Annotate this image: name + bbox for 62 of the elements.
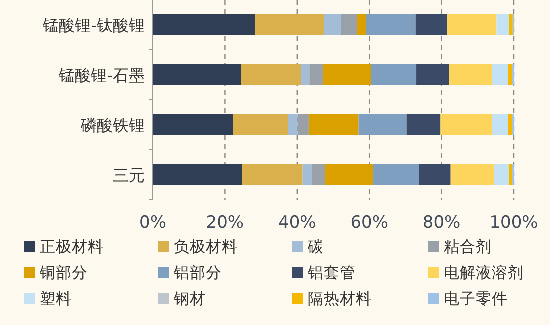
bar — [508, 164, 513, 186]
bar — [323, 64, 372, 86]
bar — [366, 14, 416, 36]
legend-label: 碳 — [307, 238, 324, 256]
x-tick-label: 20% — [206, 213, 244, 233]
bar — [302, 164, 312, 186]
bar — [288, 114, 298, 136]
legend-label: 塑料 — [40, 290, 72, 308]
bar — [153, 164, 243, 186]
legend-label: 电子零件 — [444, 290, 508, 308]
legend-label: 铝部分 — [173, 264, 222, 282]
bar — [406, 114, 441, 136]
bar — [153, 64, 242, 86]
bar — [509, 14, 513, 36]
legend-label: 粘合剂 — [444, 238, 492, 256]
legend-label: 电解液溶剂 — [444, 264, 524, 282]
legend-label: 钢材 — [173, 290, 206, 308]
bar — [440, 114, 492, 136]
legend-label: 铝套管 — [307, 264, 356, 282]
bar — [256, 14, 324, 36]
x-tick-label: 60% — [350, 213, 388, 233]
bar — [241, 64, 302, 86]
bar — [416, 64, 450, 86]
legend-label: 正极材料 — [40, 238, 104, 256]
y-tick-label: 三元 — [113, 166, 145, 185]
legend-label: 隔热材料 — [308, 290, 372, 308]
bar — [341, 14, 358, 36]
bar — [312, 164, 326, 186]
x-tick-label: 100% — [490, 213, 538, 233]
bar — [508, 114, 513, 136]
bar — [496, 14, 510, 36]
bar — [373, 164, 420, 186]
bar — [450, 164, 494, 186]
bar — [492, 64, 508, 86]
y-tick-label: 磷酸铁锂 — [80, 116, 145, 135]
bar — [371, 64, 417, 86]
bar — [419, 164, 451, 186]
bar — [357, 14, 366, 36]
bar — [448, 14, 497, 36]
bar — [233, 114, 288, 136]
bar — [310, 64, 324, 86]
bar — [153, 14, 256, 36]
bar — [449, 64, 492, 86]
bar — [492, 114, 508, 136]
bar — [298, 114, 309, 136]
bar — [324, 14, 342, 36]
bar — [494, 164, 509, 186]
legend-label: 负极材料 — [174, 238, 238, 256]
x-tick-label: 80% — [422, 213, 461, 233]
bar — [301, 64, 310, 86]
y-tick-label: 锰酸锂-石墨 — [58, 66, 145, 85]
bar — [308, 114, 359, 136]
bar — [242, 164, 303, 186]
legend-label: 铜部分 — [39, 264, 88, 282]
bar — [153, 114, 234, 136]
x-tick-label: 0% — [140, 213, 166, 233]
bar — [325, 164, 374, 186]
y-tick-label: 锰酸锂-钛酸锂 — [42, 16, 145, 35]
bar — [358, 114, 407, 136]
bar — [508, 64, 513, 86]
bar — [416, 14, 448, 36]
x-tick-label: 40% — [278, 213, 316, 233]
